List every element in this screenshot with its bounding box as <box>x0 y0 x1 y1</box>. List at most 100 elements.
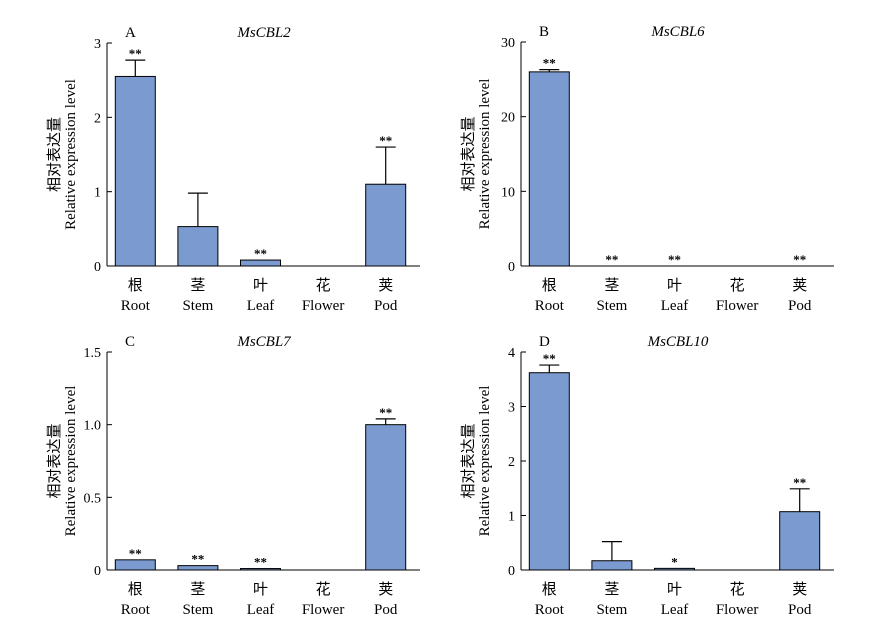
significance-mark: ** <box>793 252 806 267</box>
y-tick-label: 30 <box>501 36 515 51</box>
x-tick-label-cn: 花 <box>316 581 331 598</box>
bar-leaf <box>240 259 281 267</box>
significance-mark: ** <box>129 46 142 61</box>
x-tick-label: Root <box>535 298 565 314</box>
x-tick-label: Leaf <box>661 602 688 618</box>
y-axis-label: Relative expression level <box>477 386 493 537</box>
significance-mark: ** <box>191 552 204 567</box>
x-tick-label-cn: 荚 <box>792 277 807 294</box>
bar-stem <box>177 226 219 267</box>
x-tick-label: Stem <box>182 602 213 618</box>
bar-leaf <box>654 567 695 571</box>
y-tick-label: 3 <box>94 37 101 52</box>
bar-root <box>114 75 156 267</box>
y-axis-label-cn: 相对表达量 <box>46 423 63 498</box>
x-tick-label-cn: 茎 <box>604 581 619 598</box>
y-axis-label: Relative expression level <box>477 79 493 230</box>
panel-label: C <box>125 334 135 350</box>
significance-mark: ** <box>543 56 556 71</box>
y-axis-label-cn: 相对表达量 <box>460 116 477 191</box>
x-tick-label: Root <box>121 298 151 314</box>
x-tick-label: Flower <box>716 602 759 618</box>
bar-leaf <box>240 568 281 571</box>
y-tick-label: 1.5 <box>84 346 102 361</box>
x-tick-label: Stem <box>596 602 627 618</box>
x-tick-label: Stem <box>596 298 627 314</box>
x-tick-label-cn: 叶 <box>667 277 682 294</box>
significance-mark: ** <box>793 475 806 490</box>
y-axis-label: Relative expression level <box>63 386 79 537</box>
bar-root <box>528 372 570 571</box>
x-tick-label: Pod <box>374 298 398 314</box>
y-tick-label: 1 <box>508 510 515 525</box>
chart-title: MsCBL2 <box>236 25 291 41</box>
bar-pod <box>779 511 821 571</box>
x-tick-label: Leaf <box>247 602 274 618</box>
panel-label: A <box>125 25 136 41</box>
panel-b: 0 10 20 30 B MsCBL6 相对表达量 Relative expression l… <box>460 24 834 314</box>
x-tick-label-cn: 叶 <box>667 581 682 598</box>
significance-mark: ** <box>543 351 556 366</box>
significance-mark: ** <box>129 546 142 561</box>
y-tick-label: 0 <box>508 564 515 579</box>
significance-mark: * <box>671 554 678 569</box>
significance-mark: ** <box>668 252 681 267</box>
x-tick-label-cn: 根 <box>128 581 143 598</box>
significance-mark: ** <box>379 133 392 148</box>
x-tick-label-cn: 花 <box>316 277 331 294</box>
significance-mark: ** <box>254 246 267 261</box>
x-tick-label-cn: 茎 <box>190 581 205 598</box>
x-tick-label: Pod <box>788 602 812 618</box>
y-tick-label: 3 <box>508 401 515 416</box>
x-tick-label-cn: 根 <box>542 581 557 598</box>
y-tick-label: 0 <box>94 564 101 579</box>
bar-stem <box>177 565 219 571</box>
chart-title: MsCBL6 <box>650 24 705 40</box>
y-tick-label: 0 <box>94 260 101 275</box>
x-tick-label: Flower <box>716 298 759 314</box>
y-tick-label: 2 <box>94 111 101 126</box>
x-tick-label-cn: 荚 <box>378 277 393 294</box>
y-tick-label: 4 <box>508 346 515 361</box>
x-tick-label-cn: 荚 <box>792 581 807 598</box>
panel-a: 0 1 2 3 A MsCBL2 相对表达量 Relative expression leve… <box>46 25 420 314</box>
x-tick-label: Stem <box>182 298 213 314</box>
x-tick-label-cn: 叶 <box>253 581 268 598</box>
x-tick-label: Leaf <box>247 298 274 314</box>
bar-stem <box>591 560 633 571</box>
x-tick-label-cn: 根 <box>542 277 557 294</box>
x-tick-label: Root <box>535 602 565 618</box>
x-tick-label: Pod <box>788 298 812 314</box>
panel-label: B <box>539 24 549 40</box>
y-tick-label: 1 <box>94 186 101 201</box>
y-axis-label-cn: 相对表达量 <box>460 423 477 498</box>
y-tick-label: 0 <box>508 260 515 275</box>
x-tick-label: Leaf <box>661 298 688 314</box>
y-axis-label: Relative expression level <box>63 79 79 230</box>
x-tick-label: Flower <box>302 602 345 618</box>
x-tick-label: Flower <box>302 298 345 314</box>
panel-label: D <box>539 334 550 350</box>
chart-title: MsCBL7 <box>236 334 292 350</box>
panel-d: 0 1 2 3 4 D MsCBL10 相对表达量 Relative expression le… <box>460 334 834 618</box>
significance-mark: ** <box>605 252 618 267</box>
y-tick-label: 1.0 <box>84 419 102 434</box>
x-tick-label-cn: 荚 <box>378 581 393 598</box>
y-tick-label: 20 <box>501 111 515 126</box>
bar-root <box>114 559 156 571</box>
y-tick-label: 10 <box>501 185 515 200</box>
x-tick-label-cn: 花 <box>730 277 745 294</box>
significance-mark: ** <box>254 555 267 570</box>
x-tick-label-cn: 叶 <box>253 277 268 294</box>
x-tick-label: Root <box>121 602 151 618</box>
x-tick-label-cn: 茎 <box>190 277 205 294</box>
bar-root <box>528 71 570 267</box>
chart-title: MsCBL10 <box>647 334 709 350</box>
significance-mark: ** <box>379 405 392 420</box>
bar-pod <box>365 183 407 267</box>
y-tick-label: 0.5 <box>84 491 102 506</box>
x-tick-label-cn: 茎 <box>604 277 619 294</box>
x-tick-label-cn: 根 <box>128 277 143 294</box>
x-tick-label-cn: 花 <box>730 581 745 598</box>
